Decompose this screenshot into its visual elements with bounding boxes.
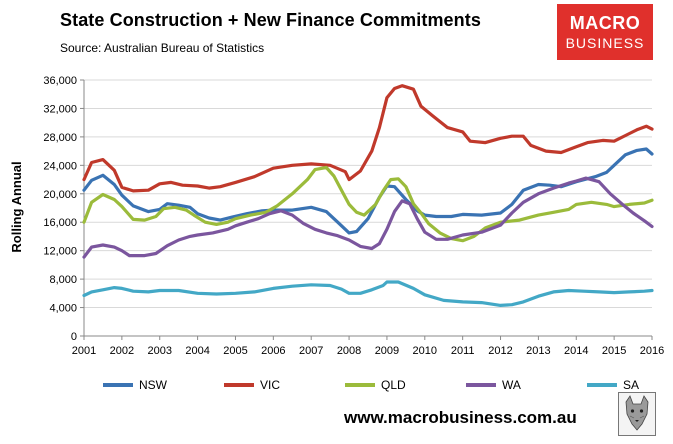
y-tick-label: 16,000 [43,217,77,229]
chart-title: State Construction + New Finance Commitm… [60,10,481,30]
y-tick-label: 32,000 [43,103,77,115]
series-line-sa [82,280,654,307]
x-tick-label: 2007 [299,345,323,357]
x-tick-label: 2014 [564,345,588,357]
macrobusiness-logo: MACRO BUSINESS [557,4,653,60]
x-tick-label: 2015 [602,345,626,357]
series-lines [82,84,654,307]
legend-label: VIC [260,378,280,392]
y-tick-label: 20,000 [43,189,77,201]
legend: NSW VIC QLD WA SA [103,378,639,392]
x-tick-label: 2003 [147,345,171,357]
legend-item-wa: WA [466,378,521,392]
y-tick-label: 4,000 [49,303,77,315]
series-line-qld [82,165,654,243]
x-tick-label: 2011 [451,345,475,357]
series-line-vic [82,84,654,193]
legend-label: SA [623,378,639,392]
legend-label: WA [502,378,521,392]
series-line-wa [82,176,654,259]
y-tick-label: 36,000 [43,75,77,87]
x-tick-label: 2004 [185,345,209,357]
legend-label: NSW [139,378,168,392]
x-tick-label: 2005 [223,345,247,357]
chart-source: Source: Australian Bureau of Statistics [60,41,265,55]
legend-item-vic: VIC [224,378,280,392]
x-tick-label: 2006 [261,345,285,357]
logo-line-business: BUSINESS [565,35,645,51]
y-tick-label: 12,000 [43,246,77,258]
axes [80,79,653,340]
x-tick-label: 2001 [72,345,96,357]
y-axis-label: Rolling Annual [9,161,24,252]
y-tick-label: 8,000 [49,274,77,286]
legend-item-sa: SA [587,378,639,392]
y-tick-label: 24,000 [43,160,77,172]
y-tick-label: 28,000 [43,132,77,144]
y-tick-labels: 0 4,000 8,000 12,000 16,000 20,000 24,000 28,00… [43,75,77,343]
series-line-nsw [82,147,654,235]
x-tick-label: 2009 [375,345,399,357]
x-tick-labels: 2001 2002 2003 2004 2005 2006 2007 2008 2009 2010… [72,345,664,357]
x-tick-label: 2012 [488,345,512,357]
x-tick-label: 2010 [413,345,437,357]
wolf-mascot-icon [618,392,656,436]
footer-url: www.macrobusiness.com.au [344,408,577,427]
logo-line-macro: MACRO [569,13,641,33]
y-tick-label: 0 [71,331,77,343]
x-tick-label: 2008 [337,345,361,357]
x-tick-label: 2002 [110,345,134,357]
line-chart: 0 4,000 8,000 12,000 16,000 20,000 24,000 28,00… [9,75,664,392]
legend-item-nsw: NSW [103,378,168,392]
legend-label: QLD [381,378,406,392]
x-tick-label: 2016 [640,345,664,357]
legend-item-qld: QLD [345,378,406,392]
gridlines [84,79,652,309]
x-tick-label: 2013 [526,345,550,357]
